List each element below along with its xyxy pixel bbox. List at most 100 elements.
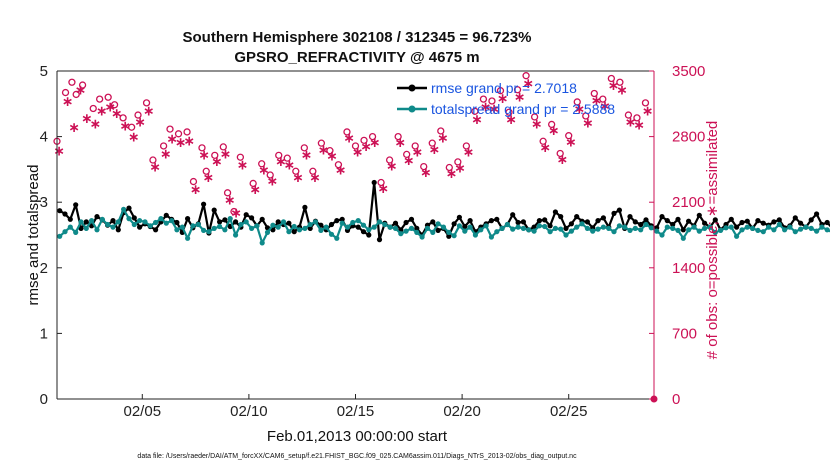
- rmse-point: [339, 216, 345, 222]
- rmse-point: [542, 217, 548, 223]
- obs-possible-point: [385, 156, 394, 164]
- obs-assimilated-point: ∗: [249, 182, 261, 198]
- legend: rmse grand pr = 2.7018 totalspread grand…: [397, 80, 615, 117]
- totalspread-point: [296, 227, 303, 233]
- totalspread-point: [142, 219, 148, 225]
- rmse-point: [73, 202, 79, 208]
- obs-assimilated-point: ∗: [411, 145, 423, 161]
- totalspread-point: [456, 223, 462, 229]
- obs-assimilated-point: ∗: [62, 94, 74, 110]
- totalspread-point: [137, 218, 143, 224]
- obs-assimilated-point: ∗: [75, 83, 87, 99]
- rmse-point: [728, 216, 734, 222]
- obs-possible-point: [530, 113, 539, 121]
- obs-assimilated-point: ∗: [237, 158, 249, 174]
- totalspread-point: [211, 225, 217, 231]
- rmse-point: [291, 229, 297, 235]
- obs-assimilated-point: ∗: [111, 106, 123, 122]
- obs-possible-point: [454, 158, 462, 166]
- totalspread-point: [334, 235, 340, 241]
- totalspread-point: [419, 234, 425, 240]
- obs-possible-point: [95, 95, 104, 103]
- obs-possible-point: [142, 99, 151, 107]
- obs-possible-point: [548, 120, 556, 129]
- obs-possible-point: [189, 177, 198, 186]
- x-axis-label: Feb.01,2013 00:00:00 start: [267, 428, 448, 445]
- totalspread-point: [574, 224, 580, 230]
- totalspread-point: [771, 227, 777, 233]
- totalspread-point: [499, 225, 505, 231]
- obs-possible-point: [236, 153, 245, 161]
- obs-possible-point: [61, 88, 70, 97]
- rmse-point: [62, 211, 68, 217]
- obs-possible-point: [437, 127, 445, 135]
- rmse-point: [792, 215, 798, 221]
- obs-possible-point: [616, 78, 624, 86]
- obs-possible-point: [351, 142, 360, 150]
- obs-possible-point: [89, 104, 97, 113]
- obs-possible-point: [110, 101, 119, 109]
- rmse-point: [808, 217, 814, 223]
- legend-label-totalspread: totalspread grand pr = 2.5888: [431, 101, 615, 117]
- totalspread-point: [201, 227, 207, 233]
- totalspread-point: [264, 229, 271, 235]
- rmse-point: [222, 217, 228, 223]
- obs-assimilated-point: ∗: [198, 147, 210, 163]
- obs-possible-point: [249, 179, 257, 188]
- rmse-point: [755, 218, 761, 224]
- totalspread-point: [195, 221, 201, 228]
- series-obs_possible: [53, 72, 650, 216]
- obs-assimilated-point: ∗: [326, 148, 338, 164]
- totalspread-point: [718, 227, 724, 233]
- obs-assimilated-point: ∗: [292, 170, 304, 186]
- obs-assimilated-point: ∗: [81, 111, 93, 127]
- totalspread-point: [328, 231, 335, 237]
- totalspread-point: [632, 225, 638, 231]
- totalspread-point: [206, 229, 212, 235]
- obs-assimilated-point: ∗: [377, 181, 389, 197]
- obs-possible-point: [317, 139, 326, 147]
- totalspread-point: [600, 224, 607, 230]
- rmse-point: [286, 220, 292, 226]
- totalspread-point: [494, 229, 500, 235]
- rmse-point: [616, 207, 623, 213]
- rmse-point: [520, 219, 527, 225]
- y2-tick-label: 1400: [672, 260, 705, 277]
- obs-assimilated-point: ∗: [446, 166, 458, 182]
- obs-possible-point: [230, 207, 238, 216]
- totalspread-point: [275, 224, 281, 230]
- totalspread-point: [478, 227, 484, 233]
- rmse-point: [568, 221, 575, 227]
- obs-possible-point: [159, 142, 168, 150]
- obs-possible-point: [505, 108, 513, 116]
- rmse-point: [467, 218, 473, 224]
- totalspread-point: [392, 225, 399, 231]
- totalspread-point: [350, 219, 356, 226]
- totalspread-point: [702, 225, 708, 231]
- obs-possible-point: [149, 156, 157, 164]
- rmse-point: [739, 219, 745, 226]
- rmse-point: [366, 232, 372, 238]
- totalspread-point: [606, 225, 612, 231]
- totalspread-point: [323, 224, 329, 230]
- totalspread-point: [174, 227, 180, 233]
- totalspread-point: [414, 229, 420, 235]
- obs-assimilated-point: ∗: [190, 182, 202, 198]
- rmse-point: [734, 224, 740, 230]
- obs-assimilated-point: ∗: [119, 118, 131, 134]
- rmse-point: [94, 214, 100, 220]
- totalspread-point: [536, 223, 543, 229]
- totalspread-point: [291, 223, 297, 230]
- series-layer: ∗∗∗∗∗∗∗∗∗∗∗∗∗∗∗∗∗∗∗∗∗∗∗∗∗∗∗∗∗∗∗∗∗∗∗∗∗∗∗∗…: [53, 72, 830, 246]
- totalspread-point: [728, 224, 734, 230]
- obs-assimilated-point: ∗: [556, 152, 568, 168]
- obs-possible-point: [104, 93, 112, 101]
- obs-assimilated-point: ∗: [514, 89, 526, 105]
- y2-axis-label: # of obs: o=possible; ∗=assimilated: [704, 121, 721, 360]
- totalspread-point: [819, 224, 825, 230]
- obs-possible-point: [496, 87, 505, 95]
- totalspread-point: [814, 228, 820, 234]
- totalspread-point: [259, 240, 265, 246]
- totalspread-point: [440, 224, 447, 230]
- obs-assimilated-point: ∗: [642, 103, 654, 119]
